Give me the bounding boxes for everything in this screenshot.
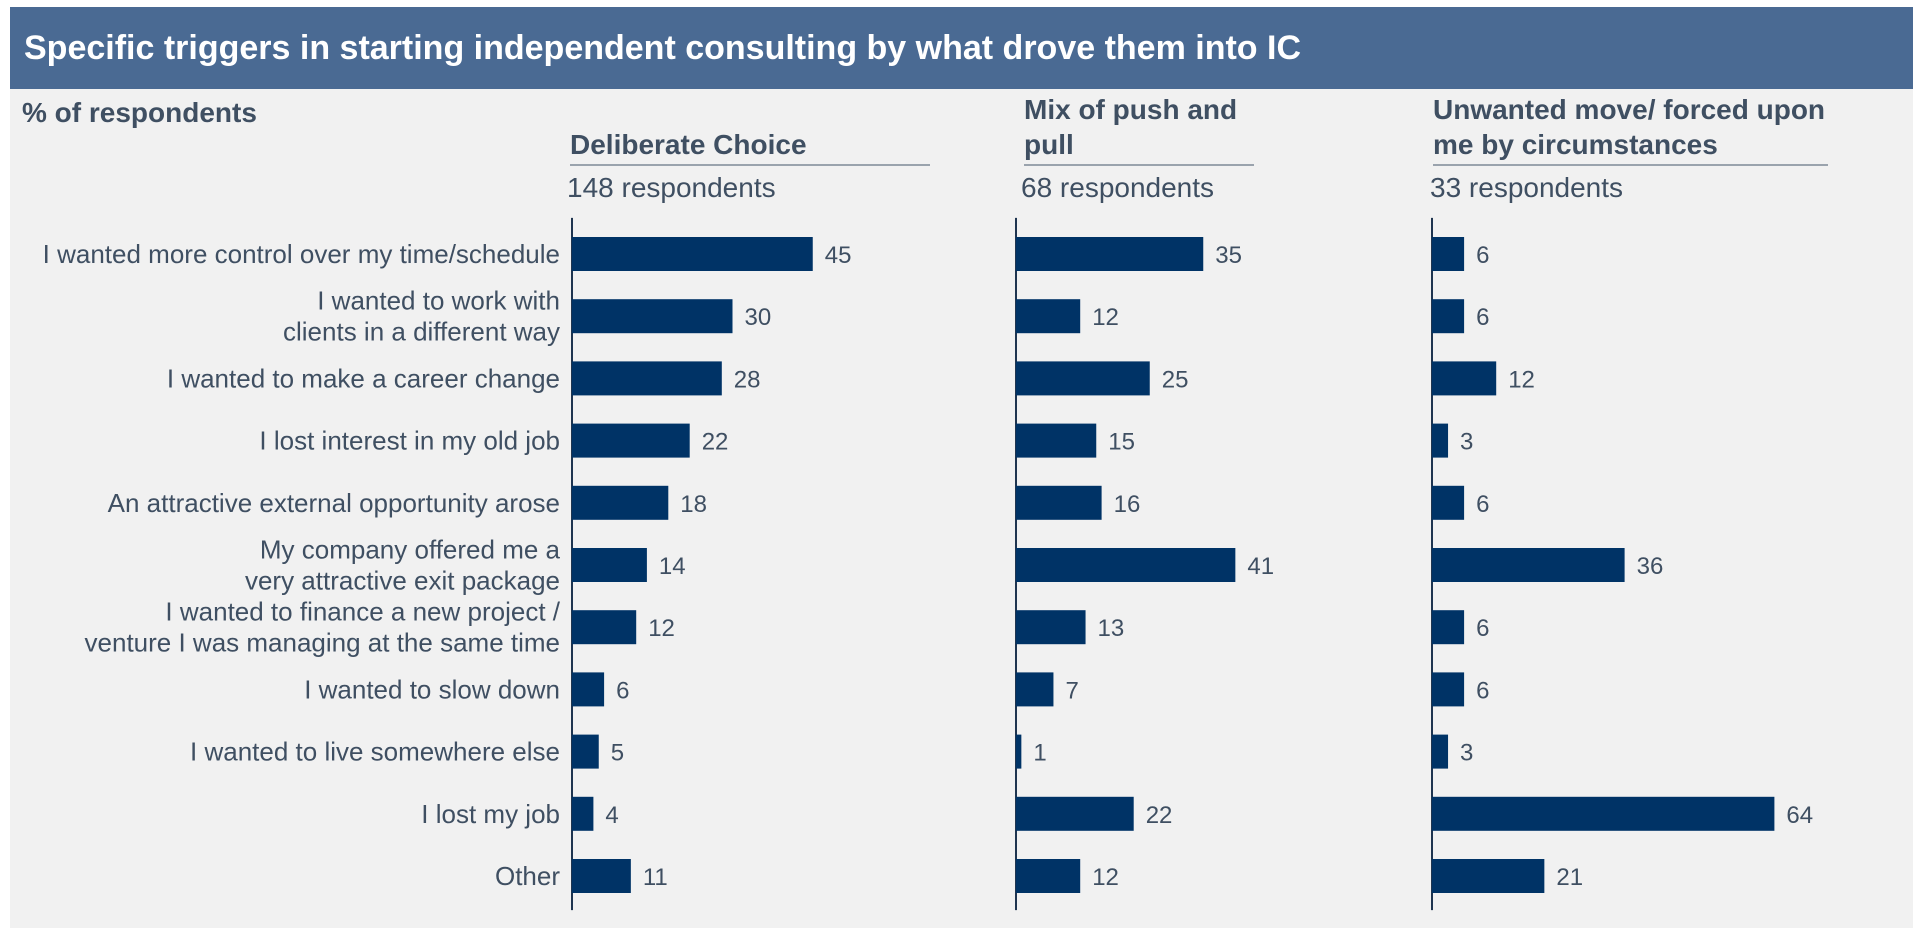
data-label: 22 [702, 429, 729, 456]
data-label: 6 [1476, 491, 1489, 518]
bar [572, 859, 631, 893]
category-label: I lost interest in my old job [259, 426, 560, 456]
data-label: 12 [648, 615, 675, 642]
bar [1016, 237, 1204, 271]
bar [1432, 548, 1625, 582]
data-label: 64 [1786, 802, 1813, 829]
category-label: I lost my job [421, 799, 560, 829]
bar [572, 610, 637, 645]
slide-background: Specific triggers in starting independen… [10, 7, 1913, 928]
panel-header-mixed: Mix of push and pull 68 respondents [1016, 89, 1411, 207]
panel-respondents: 68 respondents [1021, 172, 1215, 203]
data-label: 6 [1476, 677, 1489, 704]
data-label: 15 [1108, 429, 1135, 456]
data-label: 12 [1092, 864, 1119, 891]
data-label: 6 [1476, 304, 1489, 331]
bar [572, 485, 669, 520]
data-label: 6 [1476, 615, 1489, 642]
data-label: 41 [1247, 553, 1274, 580]
bar [572, 361, 722, 396]
panel-title: Deliberate Choice [570, 127, 930, 166]
bar [1016, 859, 1081, 893]
bar [572, 423, 690, 458]
data-label: 35 [1215, 242, 1242, 269]
category-label: I wanted to slow down [304, 674, 560, 704]
panel-header-unwanted: Unwanted move/ forced upon me by circums… [1425, 89, 1828, 207]
category-label: My company offered me a very attractive e… [245, 535, 561, 596]
bar [1432, 859, 1545, 893]
data-label: 22 [1146, 802, 1173, 829]
bar [1016, 734, 1022, 769]
bar [1432, 299, 1465, 334]
chart-title: Specific triggers in starting independen… [24, 29, 1302, 67]
bar [1432, 237, 1465, 271]
data-label: 25 [1162, 366, 1189, 393]
panel-title: Mix of push and pull [1024, 92, 1254, 166]
panel-header-deliberate: Deliberate Choice 148 respondents [562, 89, 957, 207]
data-label: 3 [1460, 429, 1473, 456]
category-label: I wanted to live somewhere else [190, 737, 560, 767]
data-label: 13 [1098, 615, 1125, 642]
panel-title: Unwanted move/ forced upon me by circums… [1433, 92, 1828, 166]
category-label: I wanted to work with clients in a differ… [283, 286, 560, 347]
data-label: 18 [680, 491, 707, 518]
data-label: 21 [1556, 864, 1583, 891]
bar [1016, 796, 1134, 831]
panel-respondents: 33 respondents [1430, 172, 1624, 203]
bar [1432, 734, 1449, 769]
bar [572, 734, 599, 769]
bar [572, 299, 733, 334]
bar [572, 237, 813, 271]
bar [1432, 610, 1465, 645]
category-label: I wanted more control over my time/sched… [43, 239, 560, 269]
bar [1016, 299, 1081, 334]
data-label: 3 [1460, 740, 1473, 767]
title-bar: Specific triggers in starting independen… [10, 7, 1913, 89]
bar [1016, 485, 1102, 520]
bar [572, 548, 647, 582]
bar [1016, 610, 1086, 645]
bar [572, 672, 605, 707]
data-label: 14 [659, 553, 686, 580]
category-label: Other [495, 861, 560, 891]
data-label: 12 [1092, 304, 1119, 331]
bar [1432, 361, 1497, 396]
data-label: 16 [1114, 491, 1141, 518]
data-label: 5 [611, 740, 624, 767]
data-label: 6 [616, 677, 629, 704]
bar [1016, 672, 1054, 707]
data-label: 12 [1508, 366, 1535, 393]
category-label: An attractive external opportunity arose [108, 488, 560, 518]
unit-label: % of respondents [22, 97, 257, 128]
category-label: I wanted to finance a new project / ventu… [85, 597, 561, 658]
data-label: 11 [643, 864, 668, 891]
bar [1432, 672, 1465, 707]
bar [1016, 361, 1150, 396]
data-label: 28 [734, 366, 761, 393]
bar [1432, 485, 1465, 520]
data-label: 36 [1637, 553, 1664, 580]
data-label: 4 [605, 802, 618, 829]
bar [572, 796, 594, 831]
bar [1016, 548, 1236, 582]
data-label: 1 [1033, 740, 1046, 767]
bar [1432, 423, 1449, 458]
bar [1016, 423, 1097, 458]
panel-respondents: 148 respondents [567, 172, 776, 203]
data-label: 30 [745, 304, 772, 331]
data-label: 45 [825, 242, 852, 269]
category-label: I wanted to make a career change [167, 363, 560, 393]
bar [1432, 796, 1775, 831]
data-label: 6 [1476, 242, 1489, 269]
data-label: 7 [1065, 677, 1078, 704]
